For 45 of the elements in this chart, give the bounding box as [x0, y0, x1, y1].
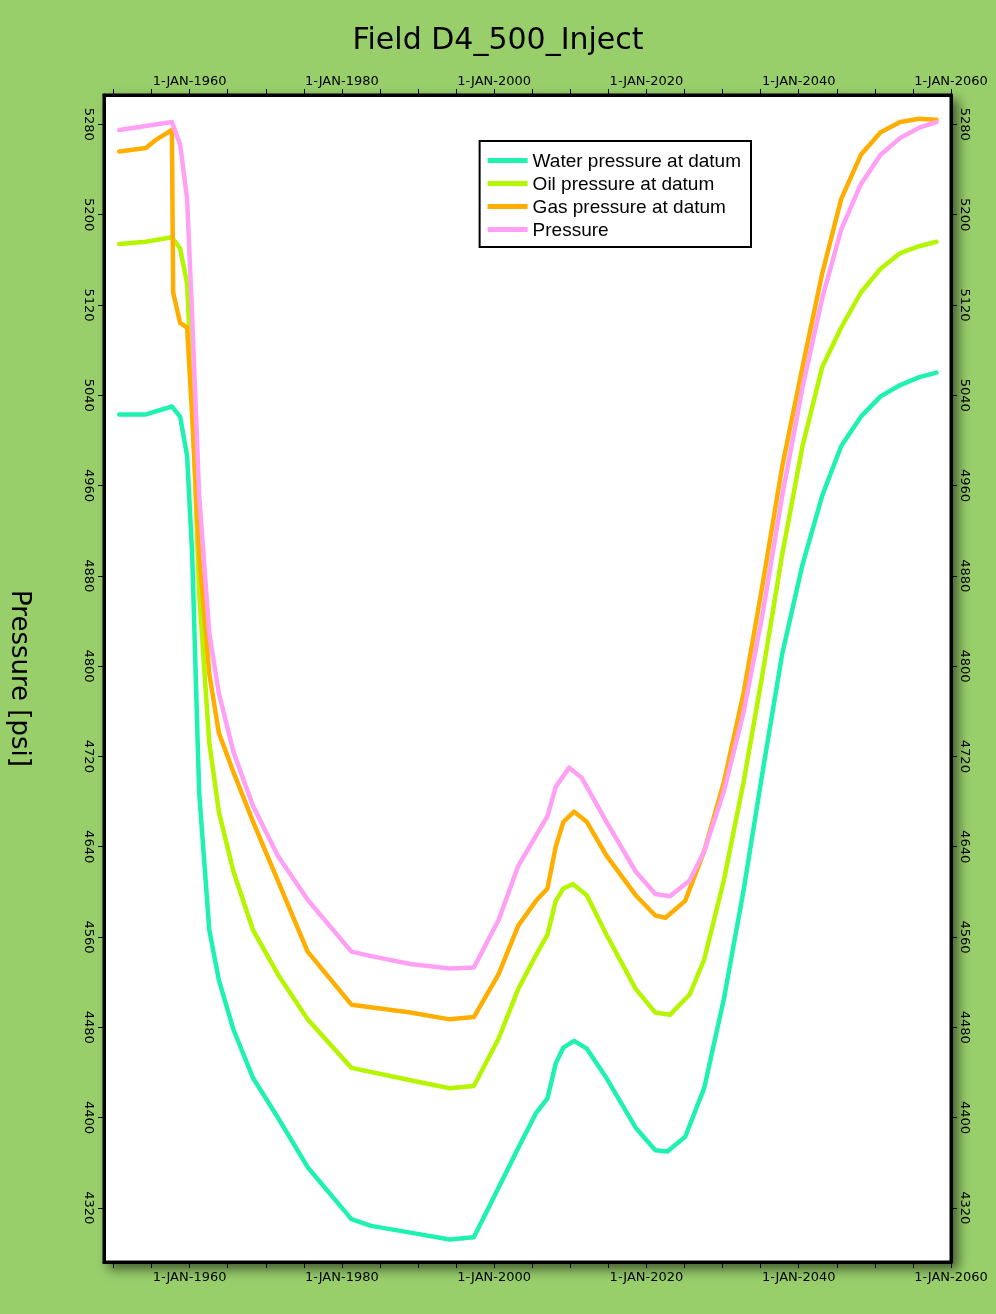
y-tick-label: 4640: [82, 830, 97, 864]
y-tick-label: 4400: [82, 1100, 97, 1135]
y-tick-label: 5040: [82, 378, 97, 412]
y-axis-title: Pressure [psi]: [6, 590, 36, 767]
y-tick-label: 4720: [82, 739, 97, 773]
y-tick-label: 5280: [82, 107, 97, 141]
y-tick-label: 4560: [82, 920, 97, 954]
y2-tick-label: 4480: [958, 1010, 973, 1044]
y2-tick-label: 4640: [958, 830, 973, 864]
y2-tick-label: 4800: [958, 649, 973, 683]
x2-tick-label: 1-JAN-2000: [457, 73, 532, 88]
line-series: [116, 370, 939, 1242]
x-tick-label: 1-JAN-1960: [152, 1269, 227, 1284]
x-tick-label: 1-JAN-1980: [305, 1269, 379, 1284]
x2-tick-label: 1-JAN-2020: [609, 73, 684, 88]
y2-tick-label: 4560: [958, 920, 973, 954]
y2-tick-label: 4960: [958, 468, 973, 503]
y2-tick-label: 4720: [958, 739, 973, 773]
x2-tick-label: 1-JAN-1960: [152, 73, 227, 88]
legend-label: Water pressure at datum: [532, 150, 742, 171]
y-tick-label: 5120: [82, 288, 97, 322]
chart-title: Field D4_500_Inject: [352, 20, 644, 56]
y-tick-label: 4320: [82, 1191, 97, 1225]
y2-tick-label: 4880: [958, 559, 973, 593]
x2-tick-label: 1-JAN-1980: [305, 73, 379, 88]
y2-tick-label: 4320: [958, 1191, 973, 1225]
x-tick-label: 1-JAN-2020: [609, 1269, 684, 1284]
y-tick-label: 4880: [82, 559, 97, 593]
y2-tick-label: 5040: [958, 378, 973, 412]
x-tick-label: 1-JAN-2000: [457, 1269, 532, 1284]
x-tick-label: 1-JAN-2040: [761, 1269, 836, 1284]
x2-tick-label: 1-JAN-2060: [914, 73, 988, 88]
legend-label: Pressure: [532, 219, 609, 240]
legend-label: Gas pressure at datum: [532, 196, 726, 217]
y2-tick-label: 5120: [958, 288, 973, 322]
legend-label: Oil pressure at datum: [532, 173, 715, 194]
x2-tick-label: 1-JAN-2040: [761, 73, 836, 88]
y2-tick-label: 4400: [958, 1100, 973, 1135]
y2-tick-label: 5280: [958, 107, 973, 141]
y2-tick-label: 5200: [958, 198, 973, 232]
y-tick-label: 4480: [82, 1010, 97, 1044]
x-tick-label: 1-JAN-2060: [914, 1269, 988, 1284]
y-tick-label: 4800: [82, 649, 97, 683]
y-tick-label: 5200: [82, 198, 97, 232]
y-tick-label: 4960: [82, 468, 97, 503]
